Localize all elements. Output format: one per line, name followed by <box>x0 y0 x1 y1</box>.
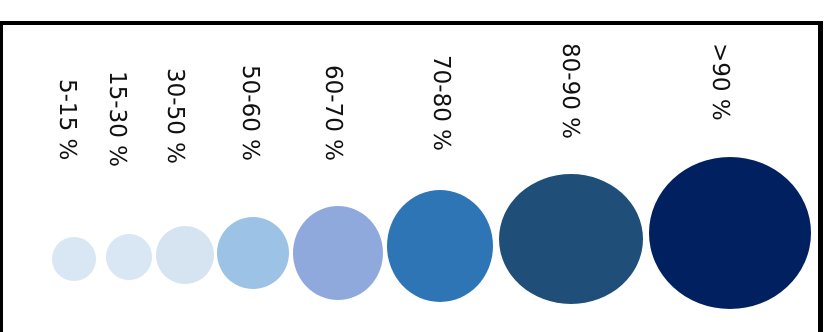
legend-circle-5-15 <box>52 237 96 281</box>
legend-circle-60-70 <box>293 206 383 300</box>
legend-circle-70-80 <box>387 190 493 302</box>
legend-label-50-60: 50-60 % <box>237 65 263 161</box>
legend-circle-gt90 <box>649 157 811 309</box>
legend-label-60-70: 60-70 % <box>320 65 346 161</box>
legend-label-15-30: 15-30 % <box>104 71 130 167</box>
legend-label-5-15: 5-15 % <box>54 79 80 161</box>
legend-label-30-50: 30-50 % <box>162 68 188 164</box>
legend-circle-50-60 <box>217 217 289 289</box>
legend-label-70-80: 70-80 % <box>428 55 454 151</box>
legend-label-80-90: 80-90 % <box>557 43 583 139</box>
legend-label-gt90: >90 % <box>707 43 733 121</box>
legend-circle-15-30 <box>106 234 152 280</box>
legend-circle-80-90 <box>499 174 643 304</box>
legend-circle-30-50 <box>156 226 214 284</box>
legend-frame: 5-15 % 15-30 % 30-50 % 50-60 % 60-70 % 7… <box>0 21 823 332</box>
